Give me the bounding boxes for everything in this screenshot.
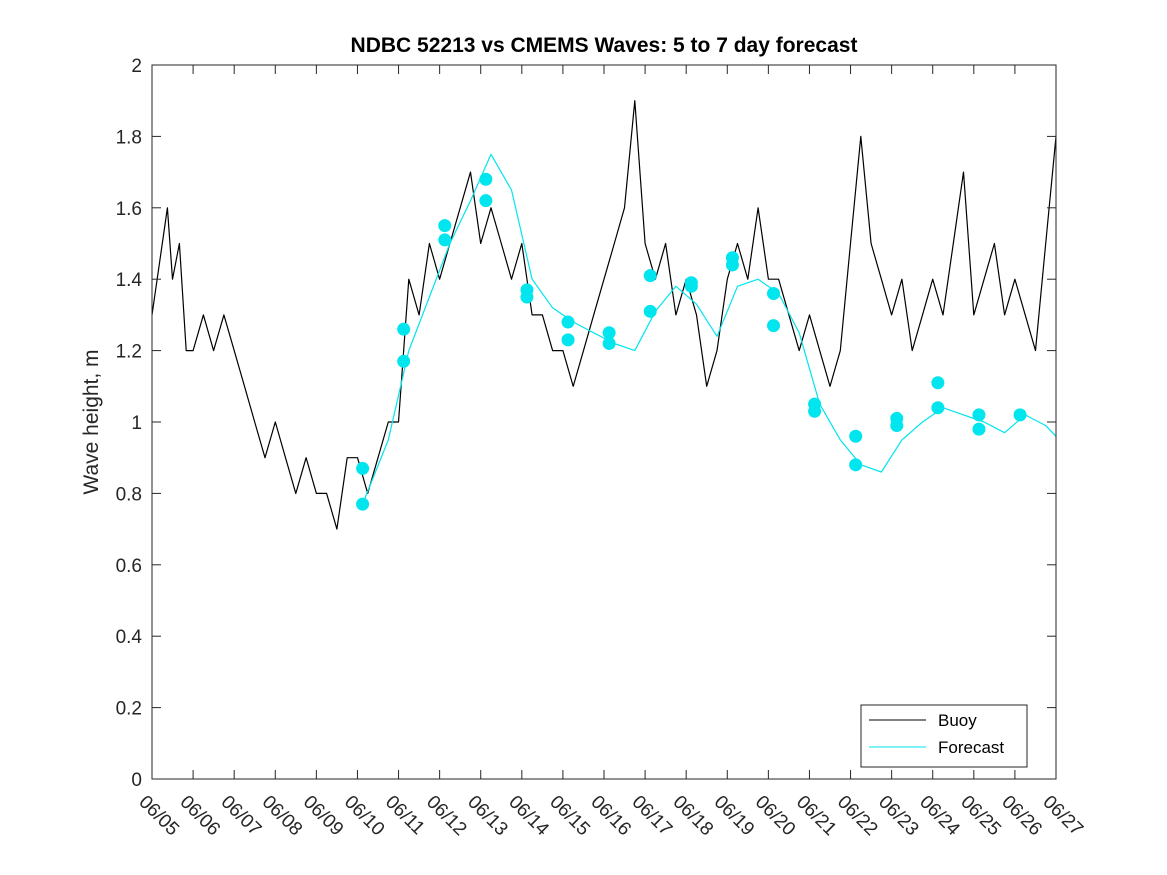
chart-title: NDBC 52213 vs CMEMS Waves: 5 to 7 day fo… xyxy=(351,34,858,57)
forecast-marker xyxy=(767,319,780,333)
forecast-marker xyxy=(397,322,411,336)
y-tick-label: 0.2 xyxy=(116,699,142,720)
y-tick-label: 0 xyxy=(131,770,142,791)
forecast-marker xyxy=(890,411,904,425)
forecast-marker xyxy=(479,172,493,186)
y-tick-label: 1.4 xyxy=(116,270,143,291)
y-tick-label: 1.6 xyxy=(116,199,142,220)
y-axis-label: Wave height, m xyxy=(80,349,103,494)
forecast-marker xyxy=(684,276,698,290)
forecast-marker xyxy=(972,408,986,422)
forecast-marker xyxy=(561,333,575,347)
forecast-marker xyxy=(561,315,575,329)
forecast-marker xyxy=(1013,408,1027,422)
forecast-marker xyxy=(356,461,370,475)
series-line-forecast xyxy=(362,153,1057,505)
plot-area xyxy=(152,65,1056,779)
series-line-buoy xyxy=(151,100,1057,530)
forecast-marker xyxy=(931,376,945,390)
legend-label-buoy: Buoy xyxy=(938,711,977,730)
y-tick-label: 1.2 xyxy=(116,342,142,363)
series-layer xyxy=(151,100,1057,530)
legend-box xyxy=(860,704,1028,768)
forecast-marker xyxy=(931,401,945,415)
forecast-marker xyxy=(438,219,452,233)
marker-layer xyxy=(356,172,1027,511)
legend-label-forecast: Forecast xyxy=(938,738,1004,757)
forecast-marker xyxy=(808,397,822,411)
forecast-marker xyxy=(397,354,411,368)
legend: Buoy Forecast xyxy=(860,704,1028,768)
forecast-marker xyxy=(643,269,657,283)
forecast-marker xyxy=(602,326,616,340)
y-tick-label: 0.8 xyxy=(116,484,142,505)
y-tick-label: 1 xyxy=(131,413,142,434)
forecast-marker xyxy=(438,233,452,247)
y-tick-label: 0.4 xyxy=(116,627,143,648)
y-tick-label: 2 xyxy=(131,56,142,77)
forecast-marker xyxy=(520,283,534,297)
y-tick-label: 0.6 xyxy=(116,556,142,577)
forecast-marker xyxy=(972,422,986,436)
y-tick-label: 1.8 xyxy=(116,127,142,148)
forecast-marker xyxy=(849,458,863,472)
forecast-marker xyxy=(767,286,780,300)
forecast-marker xyxy=(356,497,370,511)
y-axis: 0 0.2 0.4 0.6 0.8 1 1.2 1.4 1.6 1.8 2 xyxy=(116,56,1056,791)
forecast-marker xyxy=(643,304,657,318)
forecast-marker xyxy=(602,336,616,350)
forecast-marker xyxy=(725,251,739,265)
forecast-marker xyxy=(849,429,863,443)
forecast-marker xyxy=(479,194,493,208)
